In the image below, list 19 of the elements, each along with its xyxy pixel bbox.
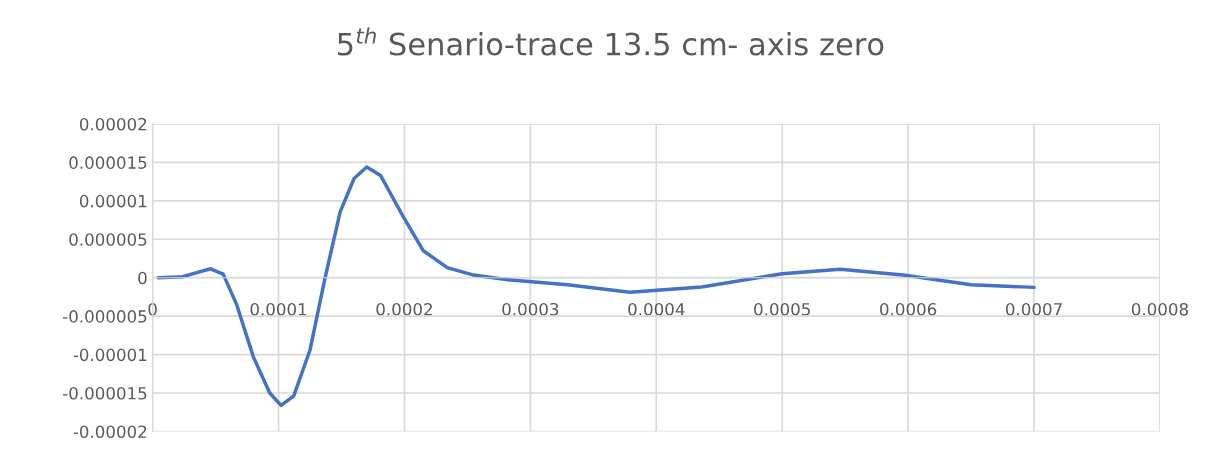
y-tick-label: 0.000005 (69, 233, 147, 246)
y-tick-label: 0.00001 (79, 194, 147, 208)
x-tick-label: 0.0004 (628, 302, 685, 316)
x-tick-label: 0.0006 (880, 302, 937, 316)
y-tick-label: -0.00001 (73, 348, 147, 362)
y-tick-label: -0.00002 (73, 425, 147, 439)
y-tick-label: 0.000015 (69, 156, 147, 169)
y-tick-label: 0.00002 (79, 117, 147, 131)
x-tick-label: 0.0008 (1131, 302, 1188, 316)
x-tick-label: 0 (148, 302, 157, 316)
x-tick-label: 0.0003 (502, 302, 559, 316)
x-tick-label: 0.0005 (754, 302, 810, 316)
y-tick-label: 0 (138, 271, 147, 285)
x-tick-label: 0.0007 (1005, 302, 1062, 316)
y-tick-label: -0.000015 (63, 386, 147, 400)
x-tick-label: 0.0001 (250, 302, 307, 316)
x-tick-label: 0.0002 (376, 302, 432, 316)
chart-title: 5$^{th}$ Senario-trace 13.5 cm- axis zero (338, 27, 884, 56)
y-tick-label: -0.000005 (63, 310, 147, 323)
